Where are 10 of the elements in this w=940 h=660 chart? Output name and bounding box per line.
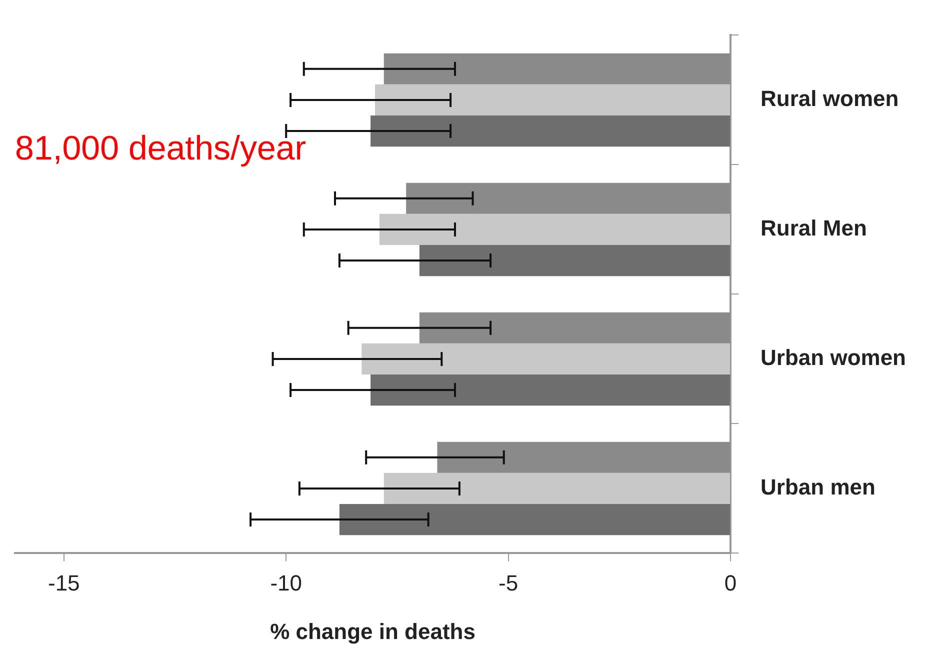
x-tick-label: -5: [498, 570, 518, 596]
x-axis-title: % change in deaths: [270, 618, 476, 644]
y-tick-label: Urban women: [760, 345, 906, 370]
y-tick-label: Urban men: [760, 474, 876, 500]
y-tick-label: Rural women: [760, 86, 899, 112]
x-tick-label: 0: [724, 570, 737, 596]
x-tick-label: -15: [48, 570, 80, 596]
y-tick-label: Rural Men: [760, 216, 867, 241]
annotation: 81,000 deaths/year: [15, 129, 306, 168]
x-tick-label: -10: [270, 570, 302, 596]
